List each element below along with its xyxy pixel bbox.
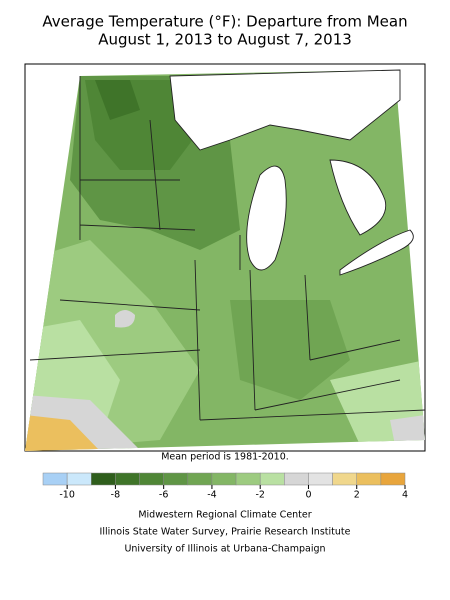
tick-label: 0 [305, 490, 311, 501]
color-box [66, 472, 92, 486]
borders [29, 76, 426, 421]
tick-label: -2 [255, 490, 264, 501]
credit: Illinois State Water Survey, Prairie Res… [100, 527, 351, 538]
credit: University of Illinois at Urbana-Champai… [124, 544, 325, 555]
tick-label: -8 [111, 490, 120, 501]
tick-label: 2 [354, 490, 360, 501]
tick-label: -6 [159, 490, 168, 501]
color-box [91, 472, 116, 486]
tick-label: 4 [402, 490, 408, 501]
color-box [163, 472, 189, 486]
color-box [139, 472, 164, 486]
color-box [284, 472, 309, 486]
color-box [308, 472, 333, 486]
map [24, 63, 426, 452]
title: August 1, 2013 to August 7, 2013 [98, 31, 352, 49]
color-box [356, 472, 382, 486]
color-box [235, 472, 261, 486]
color-box [259, 472, 285, 486]
color-box [187, 472, 213, 486]
colorbar: -10 -8 -6 -4 -2 0 2 4 [42, 472, 408, 501]
credit: Midwestern Regional Climate Center [138, 510, 311, 521]
color-box [380, 472, 406, 486]
map-note: Mean period is 1981-2010. [161, 452, 289, 463]
color-box [211, 472, 237, 486]
color-box [115, 472, 140, 486]
tick-label: -10 [59, 490, 75, 501]
title: Average Temperature (°F): Departure from… [42, 13, 407, 31]
tick-label: -4 [207, 490, 216, 501]
color-box [332, 472, 357, 486]
color-box [42, 472, 68, 486]
lakes [169, 69, 414, 276]
